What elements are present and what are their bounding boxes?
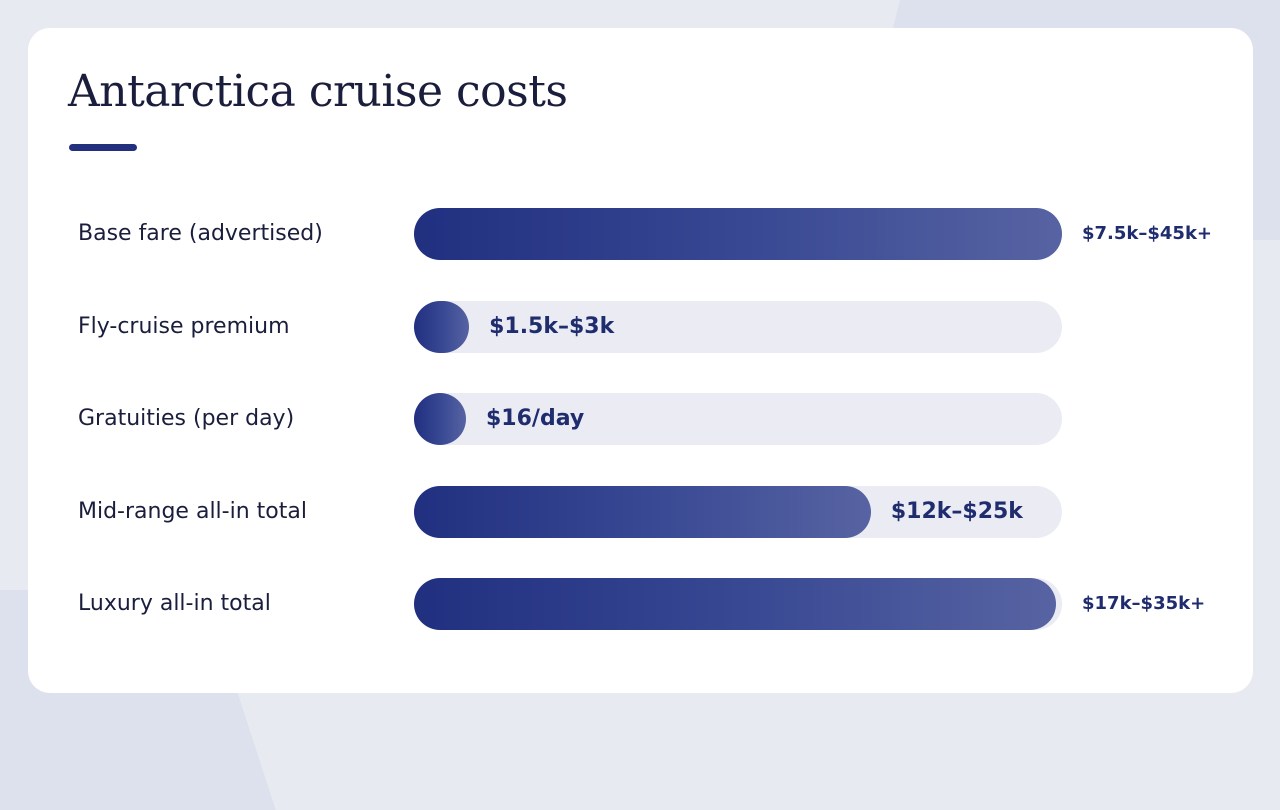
- category-label: Base fare (advertised): [78, 221, 323, 246]
- bar-row: Luxury all-in total $17k–$35k+: [28, 578, 1253, 630]
- bar-row: Base fare (advertised) $7.5k–$45k+: [28, 208, 1253, 260]
- bar-row: Gratuities (per day) $16/day: [28, 393, 1253, 445]
- value-label: $1.5k–$3k: [489, 313, 615, 339]
- bar-rows: Base fare (advertised) $7.5k–$45k+ Fly-cru…: [28, 28, 1253, 693]
- bar-fill: [414, 578, 1056, 630]
- value-label: $7.5k–$45k+: [1082, 223, 1213, 244]
- category-label: Mid-range all-in total: [78, 498, 307, 524]
- bar-row: Fly-cruise premium $1.5k–$3k: [28, 300, 1253, 353]
- bar-track: [414, 578, 1062, 630]
- bar-track: [414, 208, 1062, 260]
- bar-row: Mid-range all-in total $12k–$25k: [28, 485, 1253, 538]
- bar-fill: [414, 393, 466, 445]
- category-label: Luxury all-in total: [78, 591, 271, 616]
- category-label: Fly-cruise premium: [78, 313, 290, 339]
- bar-fill: [414, 300, 470, 353]
- chart-title: Antarctica cruise costs: [68, 66, 568, 117]
- bar-fill: [414, 485, 871, 538]
- bar-track: [414, 485, 1062, 538]
- bar-track: [414, 393, 1062, 445]
- chart-card: Antarctica cruise costs Base fare (adver…: [28, 28, 1253, 693]
- title-underline: [69, 144, 137, 151]
- value-label: $17k–$35k+: [1082, 593, 1206, 614]
- category-label: Gratuities (per day): [78, 406, 295, 431]
- value-label: $12k–$25k: [890, 498, 1023, 524]
- value-label: $16/day: [486, 406, 585, 431]
- bar-fill: [414, 208, 1062, 260]
- bar-track: [414, 300, 1062, 353]
